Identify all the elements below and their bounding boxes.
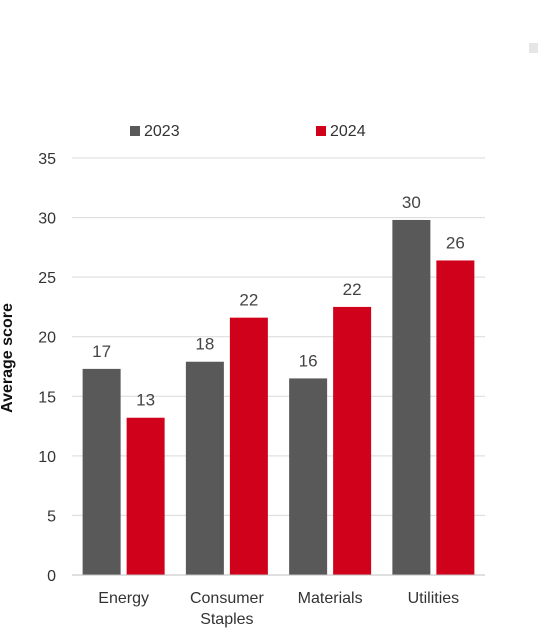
legend-label-2023: 2023 bbox=[144, 123, 180, 140]
y-axis-ticks: 0 5 10 15 20 25 30 35 bbox=[38, 151, 56, 585]
corner-marker bbox=[529, 43, 538, 53]
data-label-2023-1: 18 bbox=[195, 335, 214, 354]
data-label-2024-3: 26 bbox=[446, 233, 465, 252]
x-category-label: Consumer bbox=[190, 590, 264, 607]
bar-2023-3 bbox=[392, 219, 431, 575]
y-tick-label: 5 bbox=[47, 508, 56, 525]
data-label-2023-0: 17 bbox=[92, 342, 111, 361]
data-label-2024-2: 22 bbox=[343, 280, 362, 299]
bars bbox=[82, 219, 475, 575]
data-label-2023-2: 16 bbox=[299, 351, 318, 370]
bar-2023-0 bbox=[82, 368, 121, 575]
y-tick-label: 25 bbox=[38, 270, 56, 287]
data-label-2024-1: 22 bbox=[239, 291, 258, 310]
legend-swatch-2023 bbox=[130, 126, 140, 136]
y-tick-label: 0 bbox=[47, 568, 56, 585]
bar-2024-3 bbox=[436, 260, 475, 575]
bar-2024-2 bbox=[333, 306, 372, 575]
bar-2023-1 bbox=[185, 361, 224, 575]
legend: 2023 2024 bbox=[130, 123, 366, 140]
x-category-label: Utilities bbox=[408, 590, 460, 607]
data-labels: 17 13 18 22 16 22 30 26 bbox=[92, 193, 465, 410]
legend-label-2024: 2024 bbox=[330, 123, 366, 140]
x-axis-categories: Energy Consumer Staples Materials Utilities bbox=[98, 590, 459, 628]
x-category-label: Materials bbox=[298, 590, 363, 607]
bar-2024-1 bbox=[229, 317, 268, 575]
data-label-2023-3: 30 bbox=[402, 193, 421, 212]
y-axis-title: Average score bbox=[0, 303, 16, 413]
x-category-label: Staples bbox=[200, 611, 253, 628]
y-tick-label: 35 bbox=[38, 151, 56, 168]
y-tick-label: 20 bbox=[38, 330, 56, 347]
y-tick-label: 15 bbox=[38, 389, 56, 406]
bar-2023-2 bbox=[289, 378, 328, 575]
bar-2024-0 bbox=[126, 417, 165, 575]
y-tick-label: 30 bbox=[38, 211, 56, 228]
legend-swatch-2024 bbox=[316, 126, 326, 136]
x-category-label: Energy bbox=[98, 590, 149, 607]
data-label-2024-0: 13 bbox=[136, 391, 155, 410]
y-tick-label: 10 bbox=[38, 449, 56, 466]
